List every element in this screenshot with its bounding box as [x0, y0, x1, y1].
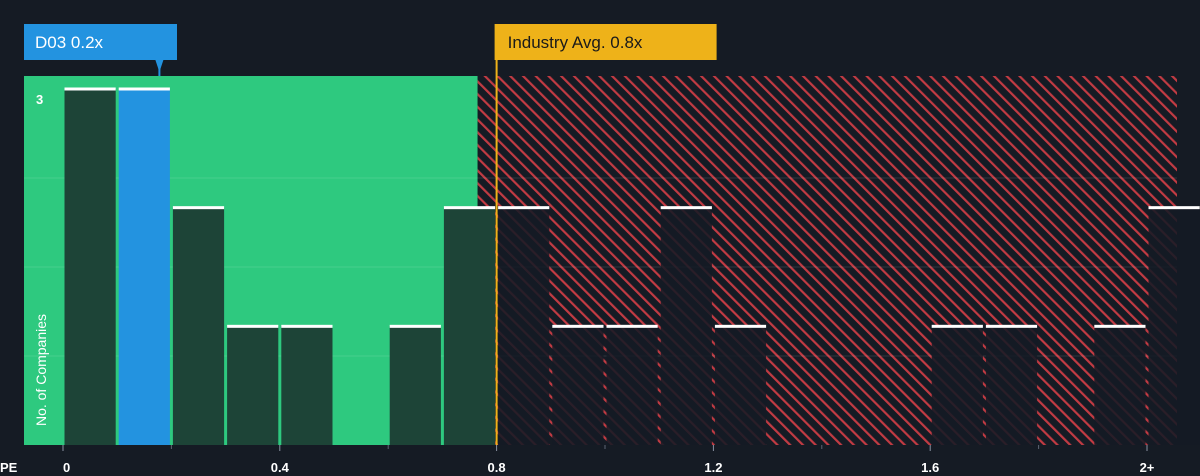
x-tick-label: 0	[63, 460, 70, 475]
bar-company	[118, 88, 170, 446]
bar-cap	[443, 206, 496, 210]
company-label: D03 0.2x	[35, 33, 104, 52]
bar	[606, 326, 658, 445]
bar	[498, 207, 550, 445]
bar-cap	[931, 324, 983, 328]
bar-cap	[985, 324, 1038, 328]
bar-cap	[172, 206, 225, 210]
y-tick-label: 3	[36, 92, 43, 107]
bar-cap	[227, 324, 279, 328]
industry-avg-label: Industry Avg. 0.8x	[508, 33, 643, 52]
industry-avg-callout	[494, 24, 717, 60]
x-tick-label: 0.8	[488, 460, 506, 475]
bar	[1094, 326, 1146, 445]
company-callout	[24, 24, 177, 60]
bar	[281, 326, 333, 445]
bar-cap	[552, 324, 604, 328]
bar-cap	[1094, 324, 1146, 328]
x-axis-label: PE	[0, 460, 18, 475]
x-tick-label: 1.6	[921, 460, 939, 475]
bar-cap	[498, 206, 550, 210]
bar	[714, 326, 767, 445]
bar	[64, 88, 116, 446]
bar	[389, 326, 441, 445]
bar-cap	[714, 324, 767, 328]
bar	[443, 207, 496, 445]
bar-cap	[606, 324, 658, 328]
bar-cap	[64, 87, 116, 91]
y-axis-label: No. of Companies	[33, 314, 49, 426]
x-tick-label: 2+	[1140, 460, 1155, 475]
bar-cap	[660, 206, 712, 210]
bar-cap	[389, 324, 441, 328]
bar	[227, 326, 279, 445]
bar	[1148, 207, 1200, 445]
bar	[985, 326, 1038, 445]
x-tick-label: 0.4	[271, 460, 290, 475]
bar-cap	[1148, 206, 1200, 210]
bar	[931, 326, 983, 445]
bar	[172, 207, 225, 445]
bar-cap	[281, 324, 333, 328]
bar	[660, 207, 712, 445]
bar-cap	[118, 87, 170, 91]
x-tick-label: 1.2	[704, 460, 722, 475]
bar	[552, 326, 604, 445]
